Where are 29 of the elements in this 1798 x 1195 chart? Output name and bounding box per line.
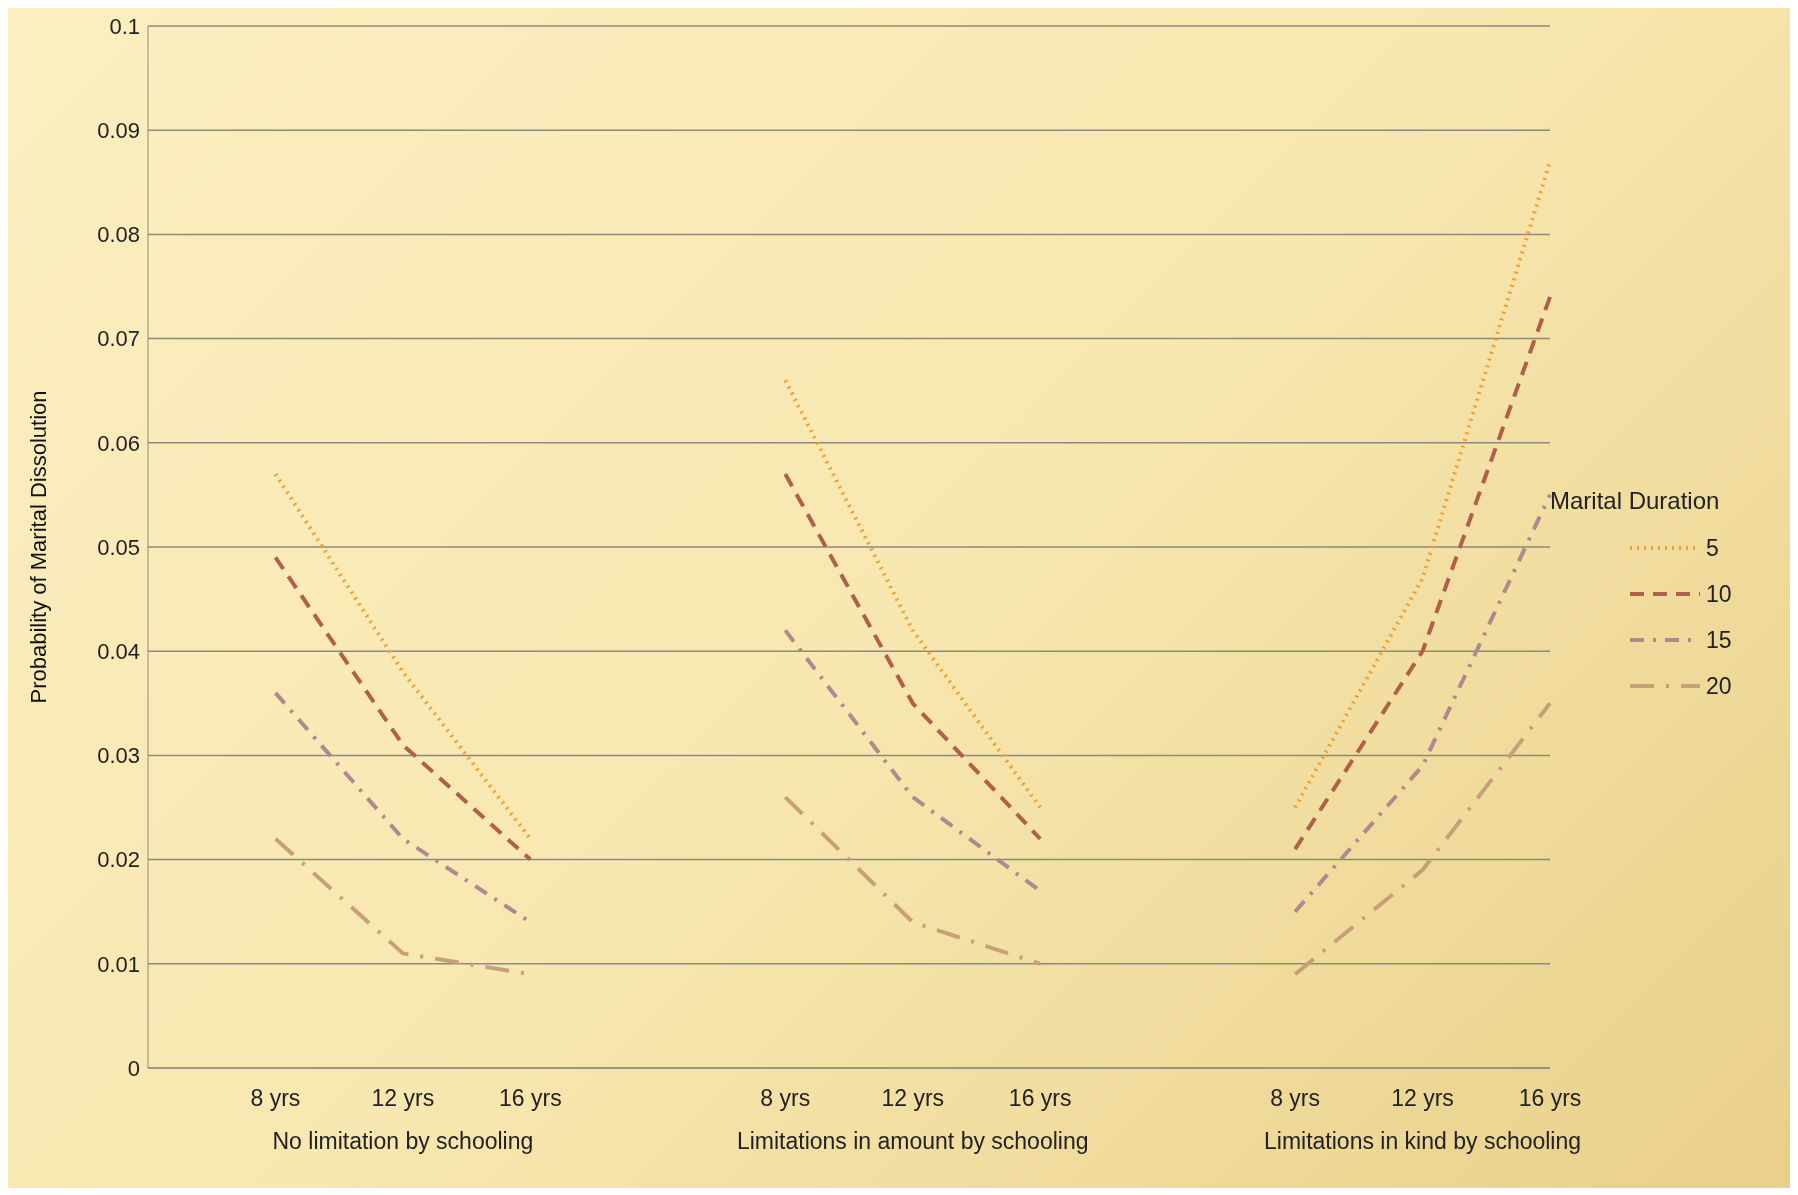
- x-tick-label: 8 yrs: [1270, 1085, 1321, 1111]
- legend-label: 15: [1706, 626, 1732, 654]
- legend-title: Marital Duration: [1550, 487, 1721, 515]
- y-axis-title: Probability of Marital Dissolution: [25, 390, 51, 704]
- y-tick-label: 0.09: [97, 118, 140, 144]
- y-tick-label: 0.05: [97, 534, 140, 560]
- legend-label: 10: [1706, 580, 1732, 608]
- y-tick-label: 0.08: [97, 222, 140, 248]
- legend-label: 20: [1706, 672, 1732, 700]
- x-tick-label: 8 yrs: [250, 1085, 301, 1111]
- text: No limitation by schooling: [272, 1128, 534, 1154]
- x-tick-label: 16 yrs: [499, 1085, 562, 1111]
- text: Limitations in amount by schooling: [736, 1128, 1089, 1154]
- legend-label: 5: [1706, 534, 1719, 562]
- x-tick-label: 16 yrs: [1008, 1085, 1072, 1111]
- y-tick-label: 0: [127, 1055, 140, 1081]
- y-tick-label: 0.01: [97, 951, 140, 977]
- x-tick-label: 12 yrs: [1391, 1085, 1454, 1111]
- x-tick-label: 12 yrs: [371, 1085, 435, 1111]
- y-tick-label: 0.04: [97, 639, 140, 665]
- x-tick-label: 16 yrs: [1518, 1085, 1582, 1111]
- y-tick-label: 0.02: [97, 847, 140, 873]
- y-tick-label: 0.03: [97, 743, 140, 769]
- x-tick-label: 8 yrs: [760, 1085, 811, 1111]
- y-tick-label: 0.07: [97, 326, 140, 352]
- y-tick-label: 0.06: [97, 430, 140, 456]
- y-tick-label: 0.1: [109, 13, 140, 39]
- x-tick-label: 12 yrs: [881, 1085, 945, 1111]
- text: Limitations in kind by schooling: [1264, 1128, 1582, 1154]
